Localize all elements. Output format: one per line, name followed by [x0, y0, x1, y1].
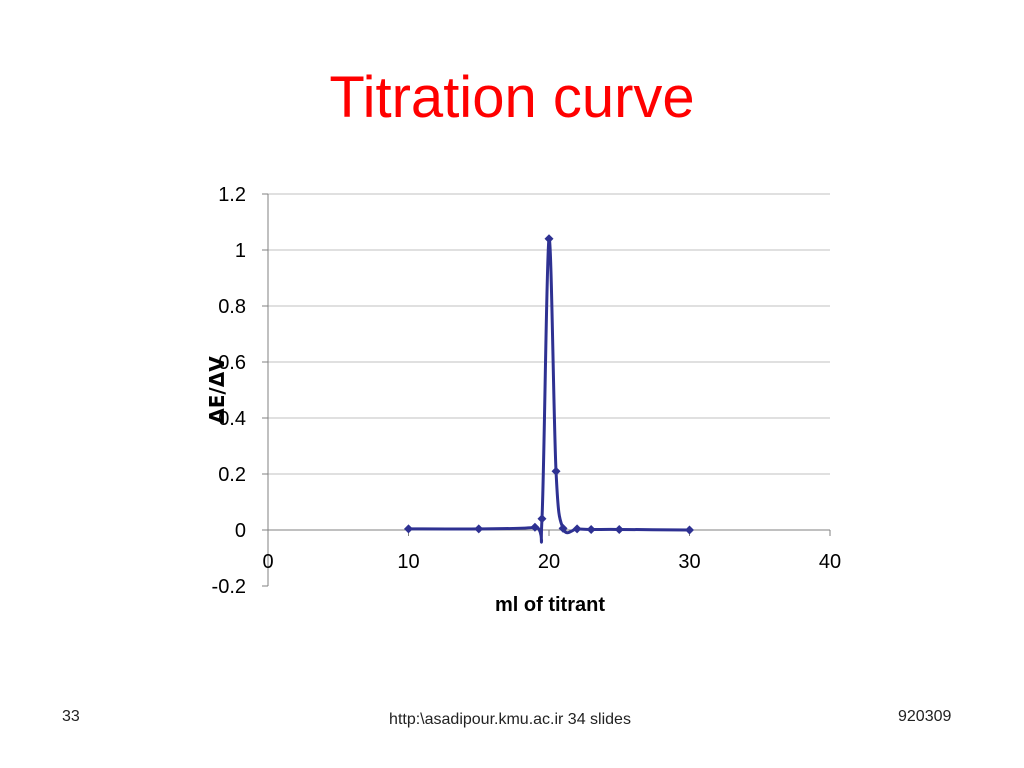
- data-point: [572, 524, 582, 534]
- x-tick-labels: 0 10 20 30 40: [262, 551, 841, 573]
- gridlines: [268, 193, 830, 475]
- y-axis-label: ΔE/ΔV: [205, 356, 229, 424]
- data-point: [474, 524, 484, 534]
- data-point: [614, 524, 624, 534]
- y-tick-label: -0.2: [212, 576, 246, 598]
- y-tick-label: 0.6: [218, 352, 246, 374]
- x-axis-label: ml of titrant: [495, 594, 605, 616]
- x-tick-label: 40: [819, 551, 841, 573]
- data-point: [551, 466, 561, 476]
- axes: [262, 193, 831, 587]
- x-tick-label: 10: [397, 551, 419, 573]
- x-tick-label: 30: [678, 551, 700, 573]
- data-point: [685, 525, 694, 535]
- y-tick-label: 1.2: [218, 184, 246, 206]
- series: [404, 234, 694, 544]
- y-tick-label: 0.4: [218, 408, 246, 430]
- y-tick-label: 0.2: [218, 464, 246, 486]
- y-tick-label: 1: [235, 240, 246, 262]
- series-line: [408, 237, 690, 544]
- x-tick-label: 0: [262, 551, 273, 573]
- data-point: [404, 524, 413, 534]
- data-point: [586, 524, 596, 534]
- footer-url: http:\asadipour.kmu.ac.ir 34 slides: [389, 711, 631, 728]
- data-point: [530, 522, 540, 532]
- x-tick-label: 20: [538, 551, 560, 573]
- data-point: [544, 234, 554, 244]
- footer-slide-number: 33: [62, 708, 80, 725]
- data-point: [537, 514, 547, 524]
- titration-chart: -0.2 0 0.2 0.4 0.6 0.8 1 1.2 0 10 20 30 40 ml of ti…: [205, 184, 841, 616]
- y-tick-label: 0.8: [218, 296, 246, 318]
- y-tick-label: 0: [235, 520, 246, 542]
- slide-title: Titration curve: [329, 65, 695, 130]
- data-point: [558, 523, 568, 533]
- y-tick-labels: -0.2 0 0.2 0.4 0.6 0.8 1 1.2: [212, 184, 246, 598]
- footer-date: 920309: [898, 708, 952, 725]
